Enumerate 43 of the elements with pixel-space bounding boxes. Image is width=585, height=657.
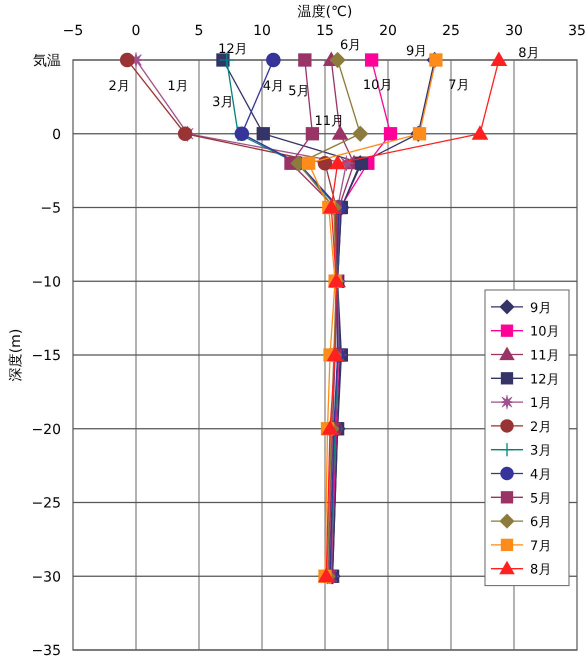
text: 2月 [108,79,130,94]
y-tick-label: −35 [31,643,61,657]
text: 12月 [218,42,248,57]
text: 4月 [262,79,284,94]
legend-label: 5月 [530,491,552,506]
legend-label: 9月 [530,300,552,316]
text: 5月 [288,84,310,99]
text: 3月 [212,95,234,110]
x-axis-title: 温度(℃) [298,4,352,20]
legend-label: 12月 [530,372,560,388]
y-axis-title: 深度(m) [8,328,24,382]
y-tick-label: −15 [31,348,61,364]
x-tick-label: 15 [316,23,334,39]
x-tick-label: 10 [253,23,271,39]
text: 1月 [167,79,189,94]
y-tick-label: −30 [31,569,61,586]
legend-label: 11月 [530,348,560,364]
y-tick-label: −5 [40,200,61,216]
x-tick-label: 25 [442,23,460,39]
x-tick-label: 20 [379,23,397,39]
legend-label: 3月 [530,444,552,459]
y-tick-label: −10 [31,274,61,290]
text: 9月 [406,44,428,59]
legend-label: 8月 [530,562,552,578]
x-tick-label: −5 [62,23,84,39]
text: 7月 [448,78,470,93]
legend-label: 7月 [530,538,552,554]
legend-label: 2月 [530,420,552,435]
y-tick-label: 0 [52,126,61,143]
x-tick-label: 5 [194,23,204,39]
y-tick-label: 気温 [33,53,61,69]
text: 6月 [340,38,362,53]
x-tick-label: 30 [505,23,523,39]
legend-label: 1月 [530,396,552,412]
y-tick-label: −20 [31,422,61,438]
y-tick-label: −25 [31,496,61,512]
legend-label: 4月 [530,468,552,482]
legend-label: 6月 [530,515,552,530]
x-tick-label: 35 [568,23,585,39]
text: 8月 [518,46,540,61]
x-tick-label: 0 [132,23,140,39]
text: 10月 [362,78,392,93]
legend-label: 10月 [530,324,560,340]
